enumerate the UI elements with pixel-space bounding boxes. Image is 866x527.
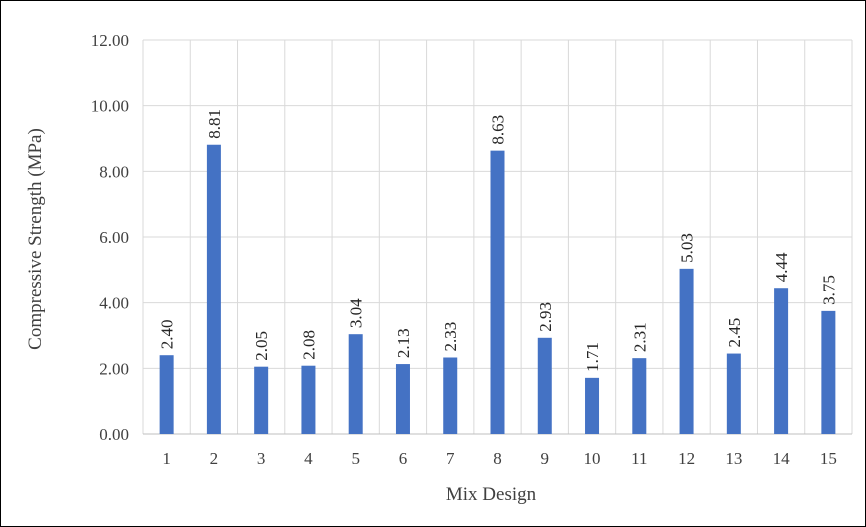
bar — [774, 288, 789, 434]
x-axis-ticks: 1 2 3 4 5 6 7 8 9 10 11 12 13 14 15 — [162, 449, 836, 468]
data-labels: 2.40 8.81 2.05 2.08 3.04 2.13 2.33 8.63 2.93 1.71… — [158, 109, 839, 372]
bar-value-label: 3.75 — [819, 275, 838, 305]
bar — [490, 150, 505, 435]
x-tick-label: 7 — [446, 449, 455, 468]
bar — [395, 364, 410, 434]
y-tick-label: 6.00 — [99, 228, 129, 247]
bar-value-label: 2.08 — [299, 330, 318, 360]
bar — [159, 355, 174, 434]
x-tick-label: 14 — [773, 449, 791, 468]
x-tick-label: 3 — [257, 449, 266, 468]
x-tick-label: 13 — [725, 449, 742, 468]
x-tick-label: 1 — [162, 449, 171, 468]
bar — [585, 377, 600, 434]
bar-value-label: 5.03 — [678, 233, 697, 263]
bar-value-label: 2.13 — [394, 328, 413, 358]
bar-value-label: 8.63 — [489, 115, 508, 145]
bar-value-label: 8.81 — [205, 109, 224, 139]
bar — [206, 144, 221, 434]
bar-value-label: 1.71 — [583, 342, 602, 372]
bars — [159, 144, 836, 435]
y-tick-label: 2.00 — [99, 359, 129, 378]
y-tick-label: 4.00 — [99, 294, 129, 313]
bar — [348, 334, 363, 434]
x-axis-title: Mix Design — [446, 484, 537, 505]
bar-value-label: 2.31 — [630, 322, 649, 352]
bar-value-label: 4.44 — [772, 252, 791, 282]
bar-value-label: 2.33 — [441, 322, 460, 352]
bar-value-label: 2.45 — [725, 318, 744, 348]
y-tick-label: 12.00 — [91, 31, 129, 50]
y-tick-label: 0.00 — [99, 425, 129, 444]
bar — [679, 268, 694, 434]
bar — [537, 337, 552, 434]
bar-value-label: 2.40 — [158, 319, 177, 349]
bar — [821, 310, 836, 434]
bar — [301, 365, 316, 434]
y-axis-ticks: 0.00 2.00 4.00 6.00 8.00 10.00 12.00 — [91, 31, 129, 444]
y-tick-label: 10.00 — [91, 97, 129, 116]
bar — [726, 353, 741, 434]
x-tick-label: 8 — [493, 449, 502, 468]
x-tick-label: 9 — [541, 449, 550, 468]
x-tick-label: 11 — [631, 449, 647, 468]
bar — [443, 357, 458, 434]
bar-value-label: 2.93 — [536, 302, 555, 332]
x-tick-label: 4 — [304, 449, 313, 468]
bar-value-label: 3.04 — [347, 298, 366, 328]
x-tick-label: 12 — [678, 449, 695, 468]
bar — [632, 358, 647, 434]
bar — [254, 366, 269, 434]
y-tick-label: 8.00 — [99, 162, 129, 181]
x-tick-label: 2 — [210, 449, 219, 468]
x-tick-label: 15 — [820, 449, 837, 468]
x-tick-label: 6 — [399, 449, 408, 468]
bar-value-label: 2.05 — [252, 331, 271, 361]
x-tick-label: 10 — [584, 449, 601, 468]
y-axis-title: Compressive Strength (MPa) — [25, 128, 46, 350]
x-tick-label: 5 — [351, 449, 360, 468]
